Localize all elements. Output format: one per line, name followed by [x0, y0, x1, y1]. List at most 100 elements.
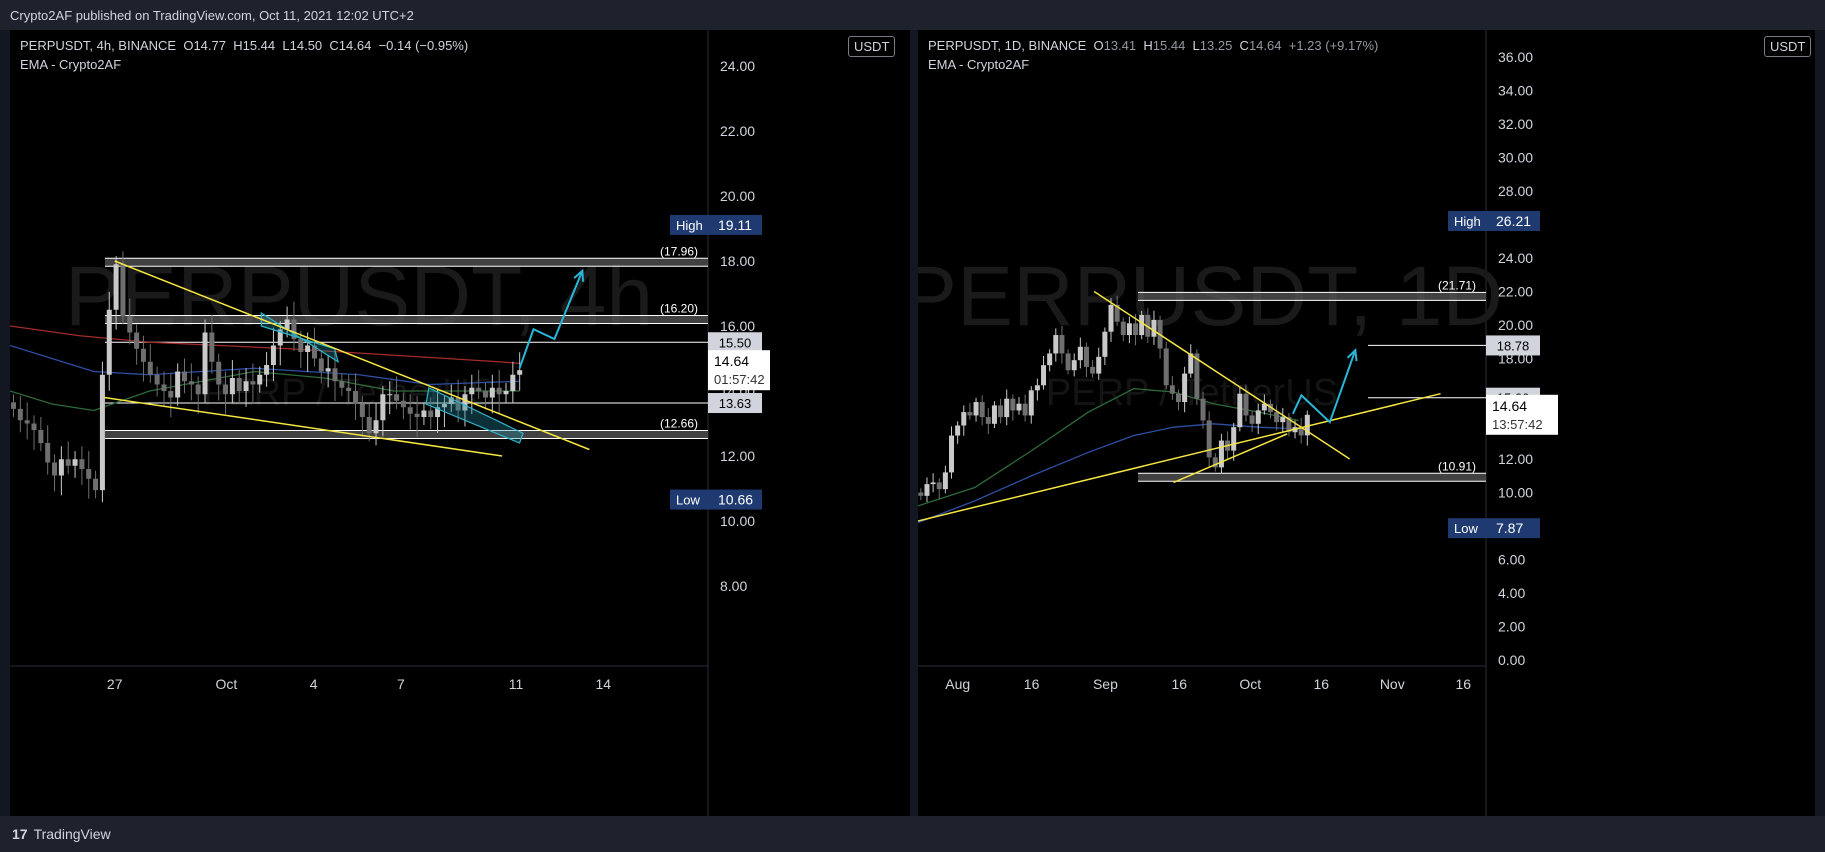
logo-mark-icon: 17	[12, 826, 28, 842]
candle-body	[1090, 366, 1096, 374]
candle-body	[1231, 427, 1237, 451]
candle-body	[243, 381, 249, 391]
candle-body	[79, 459, 85, 469]
y-tick-label: 4.00	[1498, 585, 1525, 601]
candle-body	[1083, 346, 1089, 367]
price-marker-tag: High	[676, 218, 703, 233]
candle-body	[387, 394, 393, 396]
tradingview-logo[interactable]: 17 TradingView	[12, 826, 111, 842]
candle-body	[1041, 365, 1047, 386]
symbol-name: PERPUSDT	[928, 38, 998, 53]
candle-body	[930, 482, 936, 485]
candle-body	[1047, 353, 1053, 366]
candle-body	[979, 402, 985, 418]
y-tick-label: 28.00	[1498, 183, 1533, 199]
candle-body	[216, 361, 222, 385]
publish-header: Crypto2AF published on TradingView.com, …	[0, 0, 1825, 30]
candle-body	[1065, 353, 1071, 371]
y-tick-label: 6.00	[1498, 552, 1525, 568]
x-tick-label: 11	[509, 676, 524, 692]
candle-body	[1028, 390, 1034, 416]
currency-button[interactable]: USDT	[1764, 36, 1812, 57]
candle-body	[65, 459, 71, 466]
y-tick-label: 2.00	[1498, 619, 1525, 635]
candle-body	[1169, 385, 1175, 394]
exchange: BINANCE	[118, 38, 177, 53]
y-tick-label: 16.00	[720, 318, 755, 334]
symbol-info-4h: PERPUSDT, 4h, BINANCE O14.77 H15.44 L14.…	[20, 38, 469, 53]
trendline	[1173, 433, 1288, 484]
x-tick-label: Sep	[1093, 676, 1118, 692]
candle-body	[257, 374, 263, 385]
candle-body	[366, 417, 372, 434]
zone-label: (21.71)	[1438, 278, 1476, 292]
x-tick-label: 16	[1455, 676, 1471, 692]
candle-body	[1255, 410, 1261, 424]
y-tick-label: 20.00	[1498, 317, 1533, 333]
candle-body	[967, 412, 973, 416]
candle-body	[284, 319, 290, 330]
footer-bar: 17 TradingView	[0, 816, 1825, 852]
indicator-label[interactable]: EMA - Crypto2AF	[20, 57, 122, 72]
y-tick-label: 22.00	[720, 123, 755, 139]
candle-body	[1212, 457, 1218, 468]
currency-button[interactable]: USDT	[848, 36, 896, 57]
price-marker-value: 26.21	[1496, 213, 1531, 229]
candle-body	[1182, 373, 1188, 403]
chart-panel-1d[interactable]: PERPUSDT, 1D PERP / TetherUS (21.71) (10.91…	[918, 30, 1815, 816]
candle-body	[332, 368, 338, 382]
y-tick-label: 10.00	[1498, 485, 1533, 501]
candle-body	[188, 381, 194, 385]
projection-arrowhead	[1346, 347, 1358, 362]
candle-body	[1053, 335, 1059, 354]
trendline	[114, 260, 590, 451]
support-resistance-zone	[105, 258, 708, 267]
y-tick-label: 12.00	[720, 448, 755, 464]
candle-body	[1194, 353, 1200, 399]
y-tick-label: 18.00	[720, 253, 755, 269]
chart-panel-4h[interactable]: PERPUSDT, 4h PERP / TetherUS (17.96) (16.20…	[10, 30, 910, 816]
change-value: −0.14 (−0.95%)	[378, 38, 469, 53]
candle-body	[373, 420, 379, 434]
candle-body	[1133, 323, 1139, 336]
candle-body	[1016, 403, 1022, 411]
low-value: 14.50	[289, 38, 323, 53]
candle-body	[448, 397, 454, 404]
candle-body	[1218, 440, 1224, 468]
price-marker-bg	[1448, 518, 1540, 539]
candle-body	[421, 410, 427, 417]
candle-body	[182, 371, 187, 382]
candle-body	[1010, 398, 1016, 411]
projection-path	[518, 270, 584, 369]
candle-body	[236, 378, 242, 391]
x-tick-label: 14	[596, 676, 612, 692]
last-price-value: 14.64	[714, 353, 749, 369]
watermark-subtitle: PERP / TetherUS	[1046, 372, 1338, 414]
countdown-value: 13:57:42	[1492, 417, 1543, 432]
indicator-label[interactable]: EMA - Crypto2AF	[928, 57, 1030, 72]
candle-body	[998, 405, 1004, 418]
ema-green-line	[10, 370, 520, 412]
ema-blue-line	[10, 344, 520, 386]
candle-body	[949, 435, 955, 473]
candle-body	[394, 394, 400, 401]
candle-body	[1151, 319, 1157, 337]
x-tick-label: 16	[1313, 676, 1329, 692]
candle-body	[52, 462, 58, 476]
level-price-tag	[1486, 335, 1540, 356]
zone-label: (16.20)	[660, 302, 698, 316]
candle-body	[517, 370, 523, 375]
candle-body	[407, 407, 413, 414]
candle-body	[1102, 331, 1108, 357]
projection-path	[1291, 349, 1357, 424]
candle-body	[455, 397, 461, 411]
candle-body	[1096, 356, 1102, 374]
candle-body	[1200, 398, 1206, 421]
level-price-value: 18.78	[1497, 338, 1530, 353]
candle-body	[250, 381, 256, 385]
candle-body	[462, 394, 468, 411]
candle-body	[202, 332, 208, 395]
support-resistance-zone	[105, 430, 708, 439]
